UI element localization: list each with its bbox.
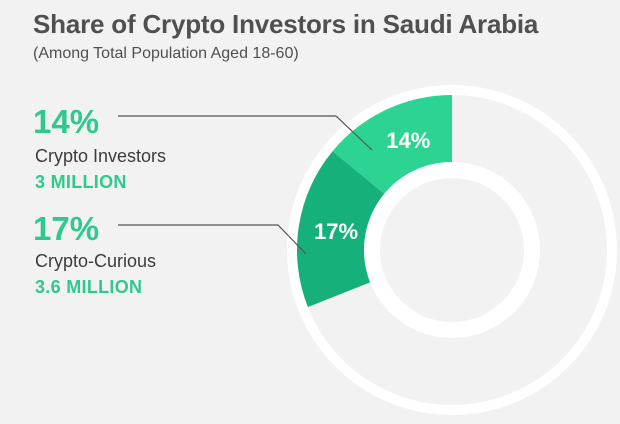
legend-investors-amount: 3 MILLION	[35, 172, 127, 192]
leader-line-crypto-curious	[118, 224, 307, 255]
legend-curious-percent: 17%	[33, 210, 100, 247]
legend-curious-amount: 3.6 MILLION	[35, 277, 143, 297]
leader-line-crypto-investors	[118, 115, 373, 151]
donut-slice-crypto-curious	[296, 151, 385, 308]
slice-label-crypto-investors: 14%	[386, 128, 430, 153]
legend-investors-percent: 14%	[33, 103, 100, 140]
chart-title: Share of Crypto Investors in Saudi Arabi…	[33, 9, 539, 39]
donut-inner-ring	[364, 162, 540, 338]
legend-curious-label: Crypto-Curious	[35, 251, 157, 271]
slice-label-crypto-curious: 17%	[314, 219, 358, 244]
donut-slice-crypto-investors	[332, 95, 452, 194]
chart-subtitle: (Among Total Population Aged 18-60)	[33, 45, 299, 62]
legend-investors-label: Crypto Investors	[35, 146, 167, 166]
donut-outer-ring	[287, 85, 617, 415]
